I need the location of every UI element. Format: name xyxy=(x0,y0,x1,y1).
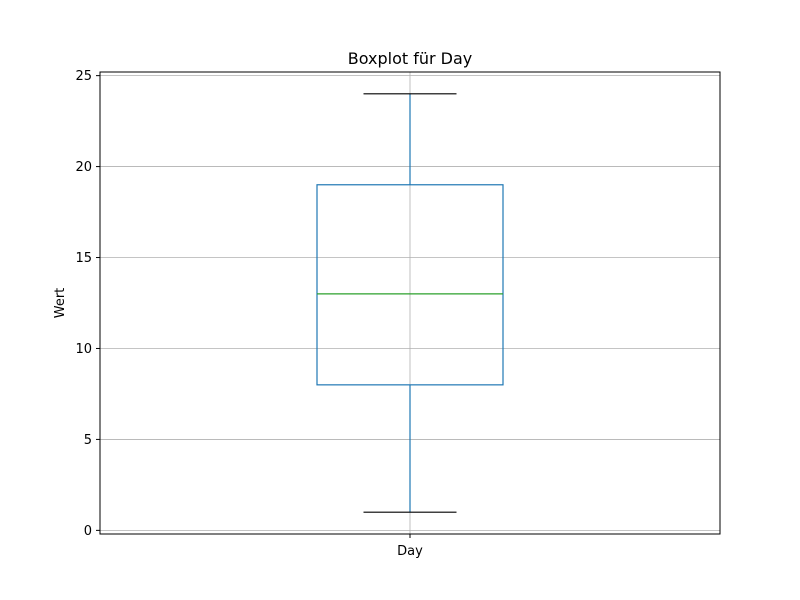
y-tick-label: 15 xyxy=(75,251,92,266)
chart-title: Boxplot für Day xyxy=(348,49,473,68)
y-tick-label: 25 xyxy=(75,69,92,84)
y-tick-label: 10 xyxy=(75,342,92,357)
y-axis-label: Wert xyxy=(53,288,68,319)
iqr-box xyxy=(316,184,504,386)
y-tick-label: 0 xyxy=(84,524,92,539)
y-tick-label: 5 xyxy=(84,433,92,448)
y-tick-label: 20 xyxy=(75,160,92,175)
box-layer xyxy=(316,93,504,513)
box-group xyxy=(316,93,504,513)
x-tick-label: Day xyxy=(397,544,423,559)
tick-layer: 0 5 10 15 20 25 Day xyxy=(75,69,423,559)
